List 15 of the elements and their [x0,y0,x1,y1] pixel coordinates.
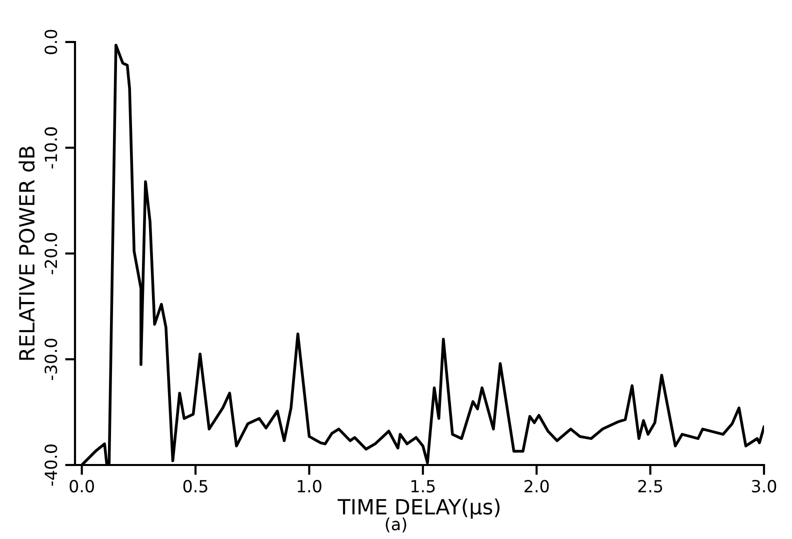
y-tick-label: 0.0 [44,30,58,54]
y-tick-label: -40.0 [44,444,58,486]
x-tick-label: 2.0 [524,480,549,492]
x-axis-title: TIME DELAY(µs) [338,498,500,519]
y-axis-title: RELATIVE POWER dB [18,146,35,360]
x-tick-label: 2.5 [638,480,662,492]
x-tick-label: 1.0 [298,480,322,492]
x-tick-label: 0.0 [70,480,94,492]
x-tick-label: 3.0 [752,480,776,492]
y-tick-label: -30.0 [44,338,58,380]
text: (a) [386,518,406,532]
x-tick-label: 0.5 [183,480,208,492]
x-tick-label: 1.5 [411,480,435,492]
y-tick-label: -20.0 [44,233,58,274]
y-tick-label: -10.0 [44,127,58,168]
